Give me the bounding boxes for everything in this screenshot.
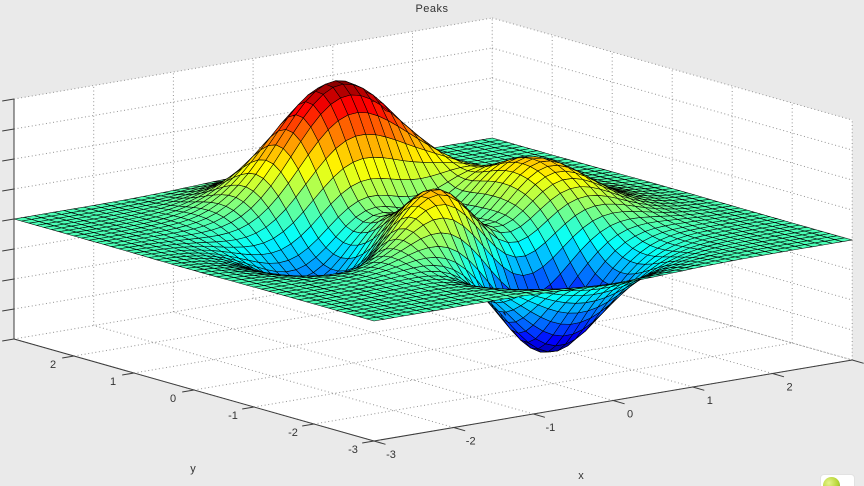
svg-text:2: 2 xyxy=(786,382,792,394)
screen-capture-overlay-icon[interactable] xyxy=(820,474,855,486)
svg-text:-1: -1 xyxy=(228,410,238,422)
svg-text:0: 0 xyxy=(170,393,176,405)
svg-text:-2: -2 xyxy=(466,436,476,448)
tick-labels: -3 -2 -1 0 1 2 2 1 0 -1 -2 -3 xyxy=(50,359,793,461)
svg-text:1: 1 xyxy=(110,376,116,388)
svg-text:-2: -2 xyxy=(288,427,298,439)
y-axis-label: y xyxy=(190,463,196,475)
svg-text:-1: -1 xyxy=(546,422,556,434)
svg-text:1: 1 xyxy=(707,395,713,407)
peaks-surface-mesh xyxy=(13,80,853,353)
x-axis-label: x xyxy=(578,470,584,482)
plot-title: Peaks xyxy=(415,3,449,15)
svg-text:-3: -3 xyxy=(386,449,396,461)
tick-marks xyxy=(2,98,864,445)
overlay-icon-circle xyxy=(823,477,840,486)
svg-text:0: 0 xyxy=(627,409,633,421)
svg-text:-3: -3 xyxy=(348,444,358,456)
svg-text:2: 2 xyxy=(50,359,56,371)
